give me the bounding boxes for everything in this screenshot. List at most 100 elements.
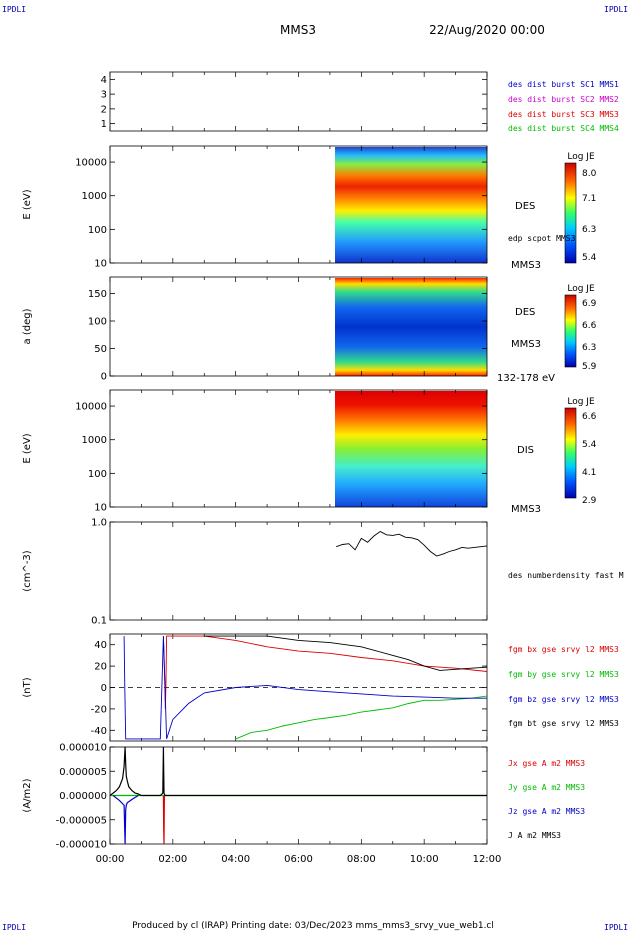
colorbar-title: Log JE bbox=[567, 284, 595, 294]
time-tick-label: 04:00 bbox=[221, 854, 250, 865]
corner-label-bottom-right: IPDLI bbox=[604, 923, 628, 932]
footer-text: Produced by cl (IRAP) Printing date: 03/… bbox=[132, 921, 494, 931]
panel-dis-energy bbox=[109, 389, 488, 508]
colorbar-tick: 6.3 bbox=[582, 225, 596, 235]
y-tick-label: 10 bbox=[94, 259, 107, 270]
des-pitch-fill bbox=[335, 278, 487, 376]
legend-density: des numberdensity fast M bbox=[508, 571, 624, 580]
panel-density bbox=[109, 521, 488, 621]
legend-jy: Jy gse A m2 MMS3 bbox=[508, 783, 585, 792]
series-line bbox=[112, 794, 139, 845]
y-tick-label: 0.000005 bbox=[59, 767, 107, 778]
series-line bbox=[109, 746, 487, 797]
colorbar-tick: 8.0 bbox=[582, 169, 597, 179]
y-tick-label: 20 bbox=[94, 662, 107, 673]
y-tick-label: 100 bbox=[88, 317, 107, 328]
legend-burst-sc4: des dist burst SC4 MMS4 bbox=[508, 124, 619, 133]
colorbar-tick: 4.1 bbox=[582, 468, 596, 478]
colorbar-des-pitch: Log JE 6.9 6.6 6.3 5.9 bbox=[564, 284, 597, 372]
y-tick-label: 150 bbox=[88, 289, 107, 300]
legend-bt: fgm bt gse srvy l2 MMS3 bbox=[508, 719, 619, 728]
colorbar-tick: 5.9 bbox=[582, 362, 597, 372]
y-tick-label: 0.1 bbox=[91, 616, 107, 627]
y-tick-label: 1.0 bbox=[91, 518, 107, 529]
y-tick-label: 4 bbox=[101, 75, 107, 86]
time-tick-label: 12:00 bbox=[473, 854, 502, 865]
panel-frame bbox=[109, 521, 488, 621]
time-tick-label: 00:00 bbox=[96, 854, 125, 865]
colorbar-des-energy: Log JE 8.0 7.1 6.3 5.4 bbox=[564, 152, 597, 264]
y-tick-label: 3 bbox=[101, 90, 107, 101]
label-des-pitch: DES bbox=[515, 307, 535, 318]
panel-burst bbox=[109, 71, 488, 132]
y-tick-label: 0.000010 bbox=[59, 743, 107, 754]
y-tick-label: 1 bbox=[101, 119, 107, 130]
y-axis-label: (A/m2) bbox=[22, 778, 33, 812]
legend-bz: fgm bz gse srvy l2 MMS3 bbox=[508, 695, 619, 704]
y-tick-label: 0 bbox=[101, 683, 107, 694]
label-energy-range: 132-178 eV bbox=[497, 373, 555, 384]
y-tick-label: -40 bbox=[91, 726, 107, 737]
series-line bbox=[162, 795, 165, 845]
panel-des-pitch bbox=[109, 276, 488, 377]
y-tick-label: 10000 bbox=[75, 402, 107, 413]
corner-label-bottom-left: IPDLI bbox=[2, 923, 26, 932]
legend-bx: fgm bx gse srvy l2 MMS3 bbox=[508, 645, 619, 654]
colorbar-tick: 6.3 bbox=[582, 343, 596, 353]
legend-jx: Jx gse A m2 MMS3 bbox=[508, 759, 585, 768]
y-tick-label: 10000 bbox=[75, 158, 107, 169]
y-tick-label: 10 bbox=[94, 503, 107, 514]
colorbar-tick: 5.4 bbox=[582, 253, 597, 263]
panel-des-energy bbox=[109, 145, 488, 264]
y-axis-label: E (eV) bbox=[22, 433, 33, 463]
legend-jz: Jz gse A m2 MMS3 bbox=[508, 807, 585, 816]
colorbar-tick: 6.9 bbox=[582, 299, 597, 309]
header-date: 22/Aug/2020 00:00 bbox=[429, 23, 545, 37]
legend-burst-sc3: des dist burst SC3 MMS3 bbox=[508, 110, 619, 119]
dis-spectrogram-fill bbox=[335, 391, 487, 507]
legend-burst-sc2: des dist burst SC2 MMS2 bbox=[508, 95, 619, 104]
colorbar-tick: 5.4 bbox=[582, 440, 597, 450]
corner-label-top-left: IPDLI bbox=[2, 5, 26, 14]
y-tick-label: 1000 bbox=[82, 191, 107, 202]
label-mms3-des-energy: MMS3 bbox=[511, 260, 541, 271]
y-tick-label: 100 bbox=[88, 225, 107, 236]
y-axis-label: a (deg) bbox=[22, 308, 33, 344]
label-dis: DIS bbox=[517, 445, 534, 456]
series-line bbox=[123, 636, 487, 740]
label-mms3-dis: MMS3 bbox=[511, 504, 541, 515]
label-edp-scpot: edp scpot MMS3 bbox=[508, 234, 576, 243]
colorbar-tick: 6.6 bbox=[582, 321, 597, 331]
y-tick-label: 40 bbox=[94, 640, 107, 651]
des-spectrogram-fill bbox=[335, 147, 487, 263]
y-tick-label: 0 bbox=[101, 372, 107, 383]
y-axis-label: E (eV) bbox=[22, 189, 33, 219]
series-line bbox=[204, 635, 488, 671]
panel-frame bbox=[109, 71, 488, 132]
time-tick-label: 10:00 bbox=[410, 854, 439, 865]
legend-burst-sc1: des dist burst SC1 MMS1 bbox=[508, 80, 619, 89]
y-tick-label: 0.000000 bbox=[59, 791, 107, 802]
y-tick-label: 100 bbox=[88, 469, 107, 480]
y-tick-label: -20 bbox=[91, 704, 107, 715]
series-line bbox=[235, 695, 488, 740]
y-tick-label: 2 bbox=[101, 104, 107, 115]
label-mms3-pitch: MMS3 bbox=[511, 339, 541, 350]
colorbar-title: Log JE bbox=[567, 152, 595, 162]
colorbar-tick: 6.6 bbox=[582, 412, 597, 422]
y-tick-label: 1000 bbox=[82, 435, 107, 446]
header-spacecraft: MMS3 bbox=[280, 23, 316, 37]
colorbar-title: Log JE bbox=[567, 397, 595, 407]
time-tick-label: 02:00 bbox=[158, 854, 187, 865]
series-line bbox=[336, 530, 488, 557]
y-tick-label: -0.000005 bbox=[56, 815, 107, 826]
y-tick-label: -0.000010 bbox=[56, 840, 107, 851]
colorbar-tick: 7.1 bbox=[582, 194, 596, 204]
y-axis-label: (cm^-3) bbox=[22, 550, 33, 591]
y-axis-label: (nT) bbox=[22, 677, 33, 697]
legend-j: J A m2 MMS3 bbox=[508, 831, 561, 840]
legend-by: fgm by gse srvy l2 MMS3 bbox=[508, 670, 619, 679]
y-tick-label: 50 bbox=[94, 344, 107, 355]
colorbar-dis-energy: Log JE 6.6 5.4 4.1 2.9 bbox=[564, 397, 597, 506]
